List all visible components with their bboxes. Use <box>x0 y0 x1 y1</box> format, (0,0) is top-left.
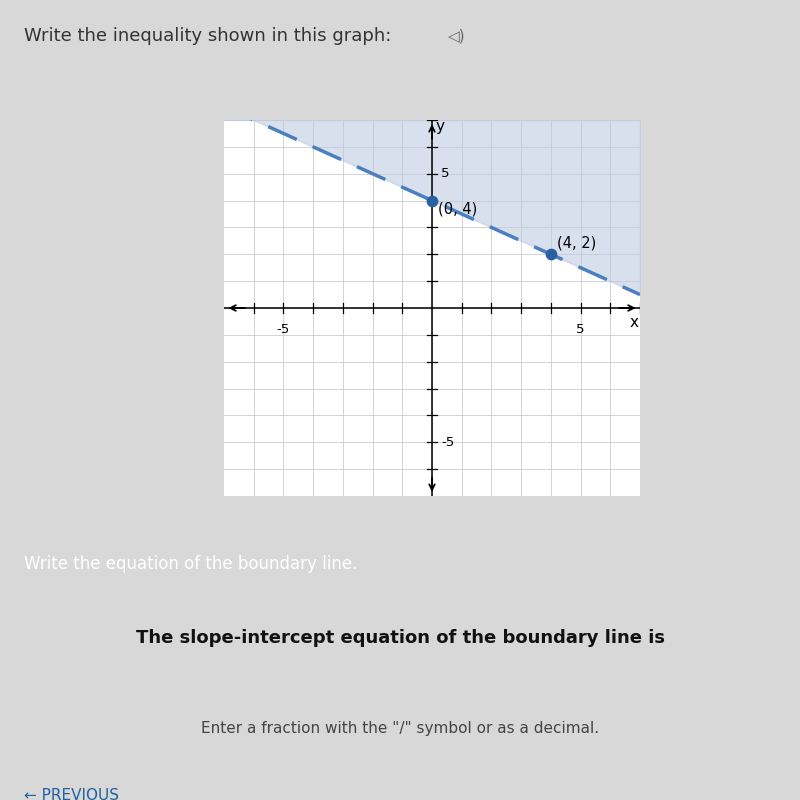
Text: The slope-intercept equation of the boundary line is: The slope-intercept equation of the boun… <box>135 630 665 647</box>
Text: 5: 5 <box>441 167 450 180</box>
Text: ◁): ◁) <box>448 29 466 43</box>
Text: y: y <box>436 119 445 134</box>
Text: Enter a fraction with the "/" symbol or as a decimal.: Enter a fraction with the "/" symbol or … <box>201 721 599 736</box>
Text: Write the equation of the boundary line.: Write the equation of the boundary line. <box>24 555 358 573</box>
Point <box>426 194 438 207</box>
Text: (4, 2): (4, 2) <box>557 235 596 250</box>
Point <box>545 248 558 261</box>
Text: 5: 5 <box>576 322 585 336</box>
Text: Write the inequality shown in this graph:: Write the inequality shown in this graph… <box>24 27 391 45</box>
Text: ← PREVIOUS: ← PREVIOUS <box>24 789 119 800</box>
Text: x: x <box>630 315 638 330</box>
Text: -5: -5 <box>441 436 454 449</box>
Text: -5: -5 <box>277 322 290 336</box>
Text: (0, 4): (0, 4) <box>438 202 477 217</box>
